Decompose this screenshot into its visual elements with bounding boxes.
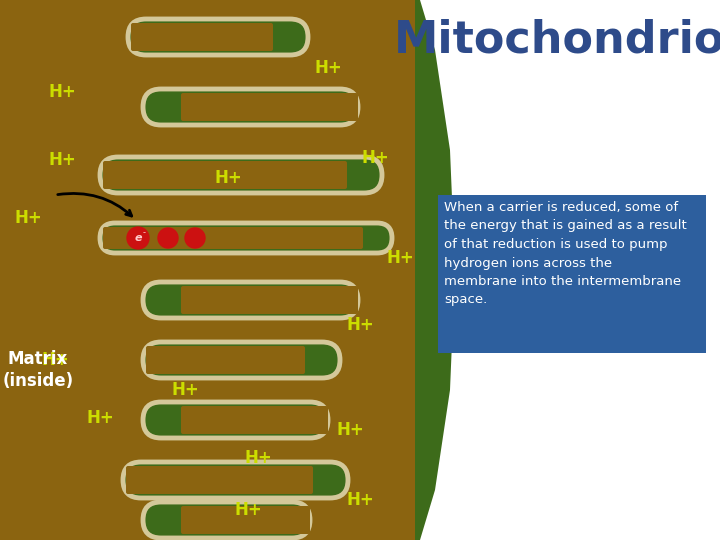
FancyBboxPatch shape bbox=[143, 402, 328, 438]
FancyBboxPatch shape bbox=[181, 286, 358, 314]
Text: H+: H+ bbox=[214, 169, 242, 187]
FancyBboxPatch shape bbox=[103, 227, 363, 249]
Text: Mitochondrion: Mitochondrion bbox=[393, 18, 720, 62]
Text: H+: H+ bbox=[346, 316, 374, 334]
FancyBboxPatch shape bbox=[181, 406, 328, 434]
Text: H+: H+ bbox=[314, 59, 342, 77]
Text: H+: H+ bbox=[336, 421, 364, 439]
Circle shape bbox=[185, 228, 205, 248]
Text: When a carrier is reduced, some of
the energy that is gained as a result
of that: When a carrier is reduced, some of the e… bbox=[444, 201, 687, 307]
FancyBboxPatch shape bbox=[181, 93, 358, 121]
Text: -: - bbox=[143, 228, 145, 238]
Text: H+: H+ bbox=[361, 149, 389, 167]
Polygon shape bbox=[0, 0, 455, 540]
FancyBboxPatch shape bbox=[143, 282, 358, 318]
Text: H+: H+ bbox=[14, 209, 42, 227]
Polygon shape bbox=[0, 0, 415, 540]
FancyBboxPatch shape bbox=[181, 506, 310, 534]
Text: H+: H+ bbox=[48, 83, 76, 101]
Text: H+: H+ bbox=[234, 501, 262, 519]
FancyBboxPatch shape bbox=[126, 466, 313, 494]
Text: H+: H+ bbox=[386, 249, 414, 267]
FancyBboxPatch shape bbox=[103, 161, 347, 189]
FancyBboxPatch shape bbox=[143, 89, 358, 125]
FancyBboxPatch shape bbox=[123, 462, 348, 498]
Text: H+: H+ bbox=[244, 449, 272, 467]
Text: H+: H+ bbox=[346, 491, 374, 509]
FancyBboxPatch shape bbox=[100, 157, 382, 193]
Circle shape bbox=[127, 227, 149, 249]
Circle shape bbox=[158, 228, 178, 248]
FancyBboxPatch shape bbox=[131, 23, 273, 51]
FancyBboxPatch shape bbox=[143, 342, 340, 378]
Text: H+: H+ bbox=[41, 351, 69, 369]
FancyBboxPatch shape bbox=[438, 195, 706, 353]
Text: Matrix
(inside): Matrix (inside) bbox=[2, 350, 73, 390]
FancyBboxPatch shape bbox=[146, 346, 305, 374]
Text: H+: H+ bbox=[171, 381, 199, 399]
FancyBboxPatch shape bbox=[100, 223, 392, 253]
Text: H+: H+ bbox=[86, 409, 114, 427]
Text: e: e bbox=[134, 233, 142, 243]
Text: H+: H+ bbox=[48, 151, 76, 169]
FancyBboxPatch shape bbox=[128, 19, 308, 55]
FancyBboxPatch shape bbox=[143, 502, 310, 538]
